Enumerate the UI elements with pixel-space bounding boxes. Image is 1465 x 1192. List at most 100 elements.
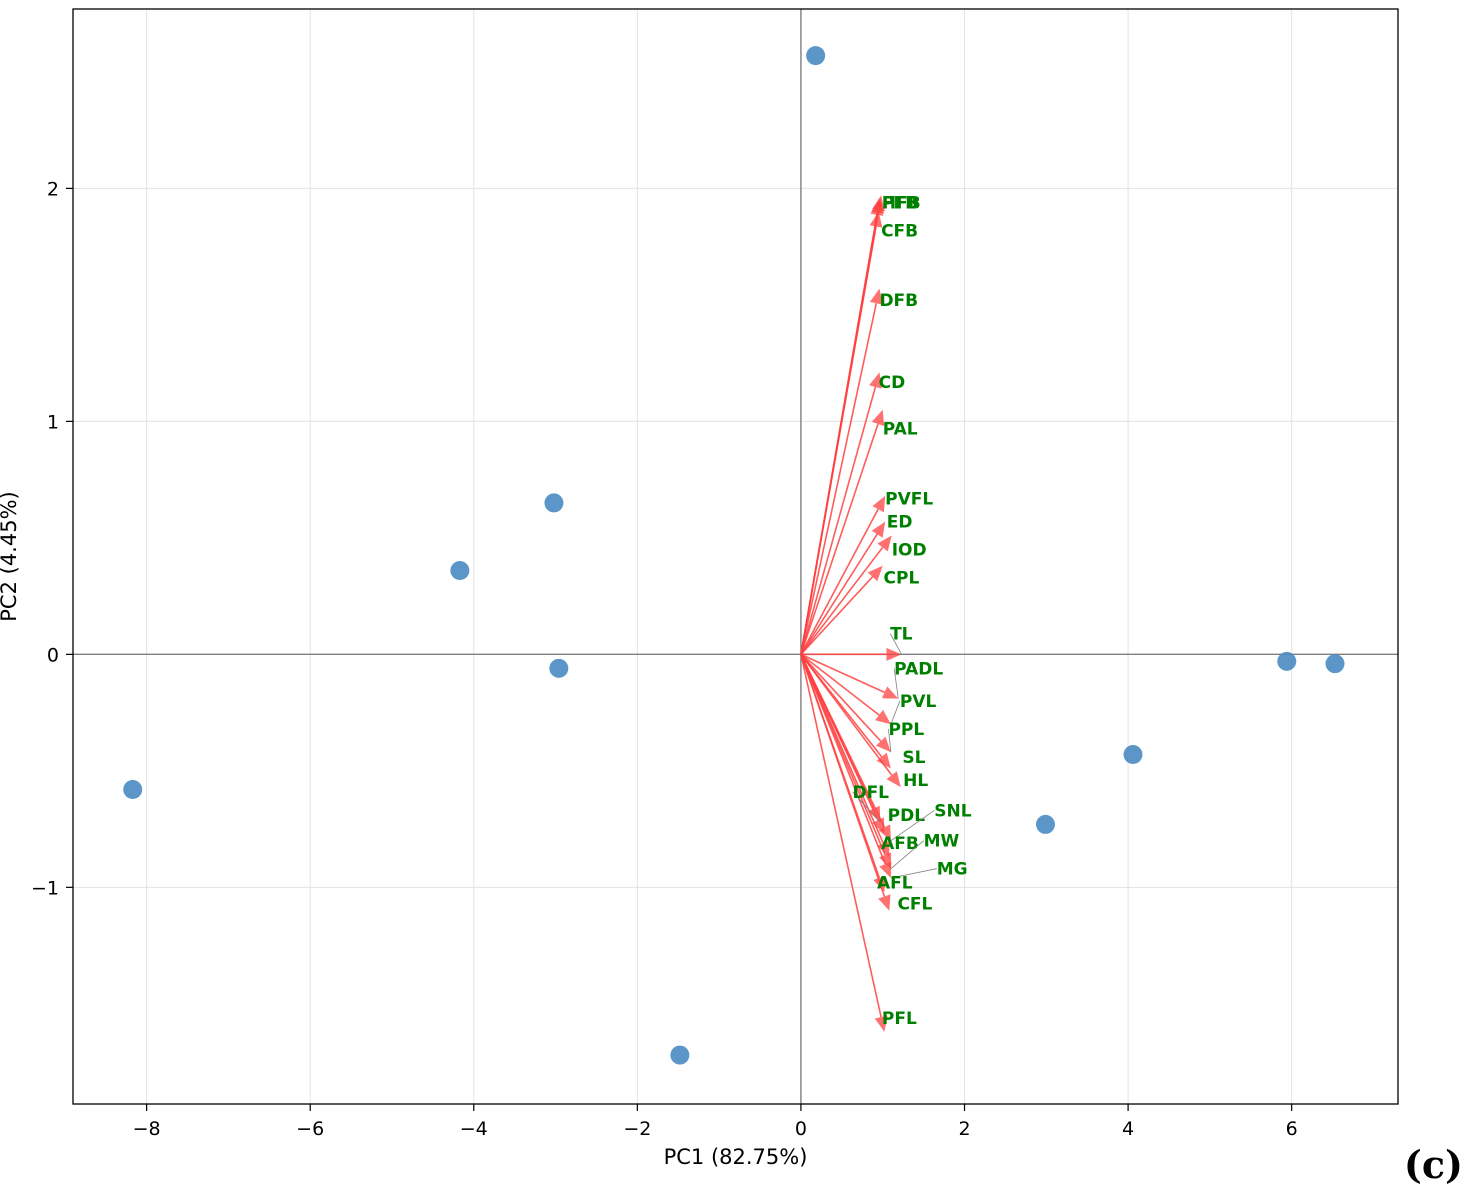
loading-arrow-head — [878, 824, 891, 841]
loading-arrow — [800, 653, 899, 699]
loading-arrow-head — [875, 709, 891, 725]
score-point — [670, 1045, 690, 1065]
loading-label: SNL — [934, 801, 971, 821]
loading-label: AFL — [877, 874, 913, 894]
y-axis-ticks: −1 0 1 2 — [31, 178, 73, 899]
x-tick-label: 6 — [1286, 1118, 1298, 1140]
loading-label: HL — [903, 771, 928, 791]
score-point — [1035, 814, 1055, 834]
loading-label: CD — [879, 373, 906, 393]
loading-arrow — [800, 653, 891, 725]
loading-arrow-head — [870, 200, 884, 216]
loading-arrow-head — [872, 495, 886, 513]
loading-arrow-shaft — [800, 423, 879, 655]
loading-label: PFL — [882, 1009, 917, 1029]
loading-arrow-shaft — [800, 654, 886, 828]
loading-arrow — [800, 654, 891, 841]
label-leader-line — [888, 728, 892, 753]
loading-label: AFB — [881, 834, 919, 854]
loading-label: DFB — [879, 291, 918, 311]
loading-arrow — [800, 653, 901, 788]
origin-lines — [73, 9, 1398, 1104]
loading-arrow — [800, 535, 892, 655]
loading-arrow-shaft — [800, 653, 882, 742]
loading-arrow — [800, 495, 886, 655]
loading-arrow-head — [886, 647, 902, 661]
loading-arrow-head — [879, 861, 892, 878]
loading-arrow-shaft — [800, 653, 880, 716]
loading-label: MG — [937, 860, 968, 880]
loading-arrow — [800, 653, 891, 753]
loading-arrow-shaft — [800, 508, 879, 655]
loading-arrow-head — [867, 565, 883, 582]
loading-arrow-shaft — [800, 226, 877, 655]
x-tick-label: −6 — [296, 1118, 324, 1140]
score-point — [450, 560, 470, 580]
loading-arrow-head — [874, 1015, 888, 1032]
grid-lines — [73, 9, 1398, 1104]
loading-arrows — [800, 195, 902, 1032]
loading-arrow — [800, 409, 885, 655]
loading-arrow-head — [869, 288, 883, 305]
x-tick-label: −2 — [623, 1118, 651, 1140]
score-point — [1325, 654, 1345, 674]
loading-arrow — [800, 521, 886, 655]
x-tick-label: 2 — [958, 1118, 970, 1140]
loading-label: ED — [887, 513, 913, 533]
loading-arrow-shaft — [800, 576, 874, 655]
loading-arrow-shaft — [800, 654, 887, 865]
loading-arrow-head — [878, 894, 891, 911]
loading-arrow-head — [869, 211, 883, 228]
x-tick-label: −4 — [460, 1118, 488, 1140]
loading-label: PAL — [883, 419, 918, 439]
score-point — [544, 493, 564, 513]
loading-arrow-shaft — [800, 546, 884, 655]
loading-label: TL — [890, 624, 913, 644]
x-axis-ticks: −8 −6 −4 −2 0 2 4 6 — [133, 1104, 1298, 1140]
loading-arrow-head — [876, 736, 891, 753]
label-leader-line — [890, 810, 935, 842]
label-leader-line — [890, 700, 901, 725]
score-point — [1277, 651, 1297, 671]
loading-label: HFB — [882, 193, 921, 213]
y-tick-label: −1 — [31, 877, 59, 899]
score-point — [123, 779, 143, 799]
loading-arrow-shaft — [800, 533, 878, 655]
loading-label: MW — [924, 832, 960, 852]
loading-arrow — [800, 654, 892, 878]
x-tick-label: 0 — [795, 1118, 807, 1140]
loading-arrow-shaft — [800, 653, 893, 776]
loading-arrow-shaft — [800, 654, 886, 897]
loading-label: PVFL — [885, 489, 933, 509]
label-leader-line — [889, 633, 902, 655]
y-tick-label: 2 — [47, 178, 59, 200]
label-leader-line — [893, 668, 899, 699]
loading-arrow — [800, 565, 883, 655]
loading-arrow-shaft — [800, 654, 882, 1018]
label-leader-line — [852, 791, 881, 823]
loading-arrow — [800, 654, 891, 911]
loading-label: PDL — [888, 806, 926, 826]
loading-label: CPL — [884, 568, 920, 588]
loading-label: CFL — [897, 895, 932, 915]
y-axis-label: PC2 (4.45%) — [0, 491, 21, 621]
loading-arrow-head — [871, 521, 886, 538]
loading-arrow-shaft — [800, 653, 885, 694]
loading-arrow — [800, 288, 883, 655]
loading-arrow-head — [881, 686, 899, 699]
panel-label: (c) — [1404, 1142, 1463, 1187]
loading-label: IOD — [892, 541, 927, 561]
loading-arrow-shaft — [800, 386, 877, 655]
loading-arrow-head — [869, 372, 882, 389]
loading-label: PADL — [894, 659, 943, 679]
loading-label: DFL — [852, 783, 889, 803]
x-tick-label: 4 — [1122, 1118, 1134, 1140]
loading-arrow — [800, 372, 882, 655]
y-tick-label: 1 — [47, 411, 59, 433]
score-point — [806, 46, 826, 66]
score-point — [1123, 745, 1143, 765]
loading-arrow-head — [876, 752, 891, 769]
x-axis-label: PC1 (82.75%) — [664, 1145, 808, 1169]
